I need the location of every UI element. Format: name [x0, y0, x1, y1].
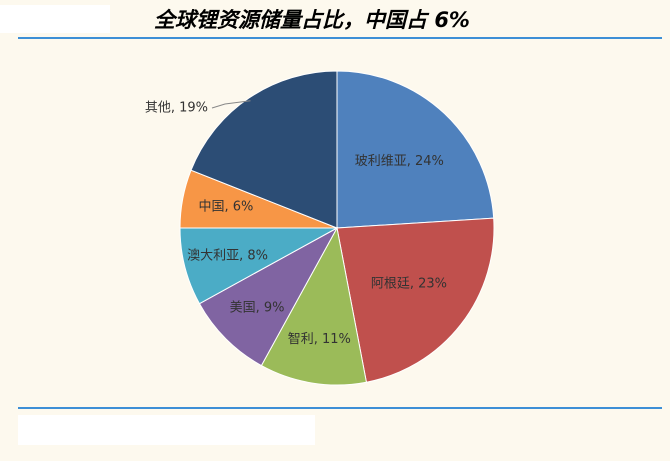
pie-slice [260, 226, 368, 386]
data-label: 美国, 9% [230, 300, 285, 315]
pie-slice [198, 226, 339, 367]
data-label: 阿根廷, 23% [371, 276, 447, 291]
leader-line [211, 100, 251, 109]
pie-slice [336, 217, 495, 383]
data-label: 中国, 6% [199, 199, 254, 214]
pie-slice [190, 70, 338, 229]
data-label: 其他, 19% [145, 101, 208, 116]
blank-box [18, 415, 315, 445]
data-label: 智利, 11% [288, 332, 351, 347]
pie-slice [336, 70, 495, 229]
data-label: 澳大利亚, 8% [187, 248, 268, 264]
chart-title: 全球锂资源储量占比，中国占 6% [154, 8, 470, 32]
blank-box [0, 5, 110, 33]
data-label: 玻利维亚, 24% [355, 154, 444, 169]
